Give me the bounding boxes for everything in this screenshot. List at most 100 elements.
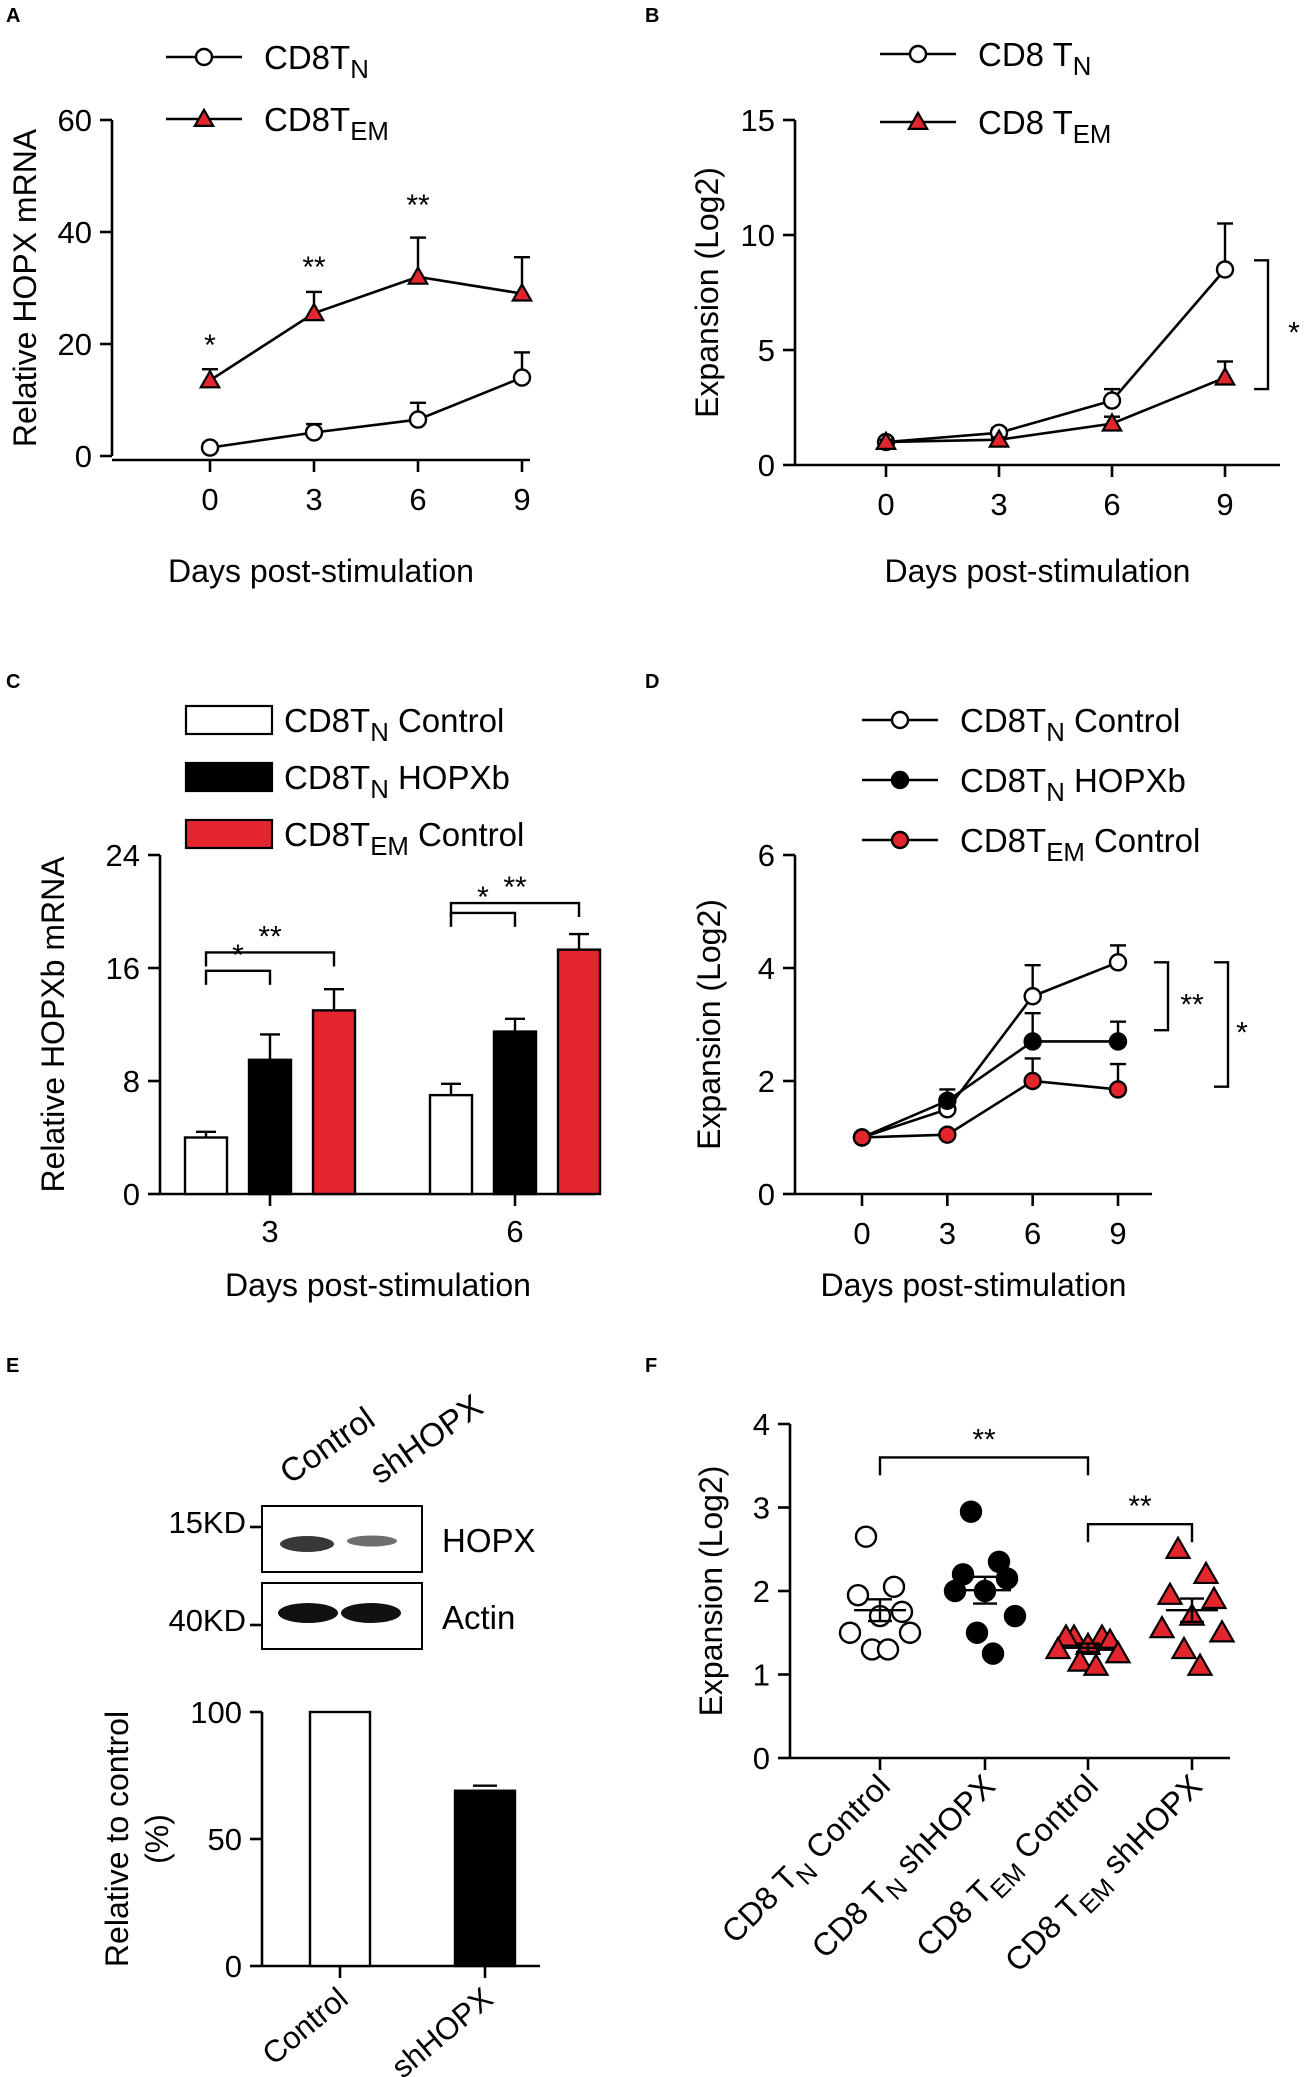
legend-label-1: CD8TN HOPXb (960, 762, 1186, 807)
x-tick-label-3-main: CD8 T (998, 1888, 1088, 1978)
blot-protein-hopx: HOPX (442, 1522, 536, 1559)
legend-label-2-sub: EM (1046, 839, 1085, 867)
legend-label-1-sub: EM (350, 118, 389, 146)
y-tick-label: 2 (753, 1574, 770, 1609)
data-point (854, 1525, 878, 1548)
series-line-1 (861, 1040, 1118, 1139)
y-tick-label: 40 (58, 215, 92, 250)
x-tick-label: 6 (506, 1214, 523, 1249)
bar (556, 948, 602, 1196)
legend-label-2: CD8TEM Control (284, 816, 524, 861)
panel-label-a: A (6, 5, 20, 27)
data-point (512, 368, 532, 387)
data-point (1023, 987, 1042, 1006)
x-tick-label-0-main: CD8 T (715, 1859, 805, 1949)
panel-label-c: C (6, 671, 20, 693)
y-tick-label: 1 (753, 1658, 770, 1693)
data-point (838, 1621, 862, 1644)
legend-label-0-sub: N (1046, 719, 1065, 747)
x-tick-label-1-main: CD8 T (804, 1875, 894, 1965)
y-axis-label: Relative HOPXb mRNA (35, 856, 71, 1193)
significance-bracket (204, 951, 336, 967)
x-tick-label: 0 (853, 1216, 870, 1251)
y-tick-label: 0 (758, 448, 775, 483)
y-tick-label: 0 (758, 1177, 775, 1212)
series-line-2 (861, 1079, 1119, 1139)
y-tick-label: 0 (225, 1949, 242, 1984)
legend-label-0: CD8 TN (978, 36, 1091, 81)
bar (308, 1710, 372, 1968)
x-tick-label-0: CD8 TN Control (715, 1767, 903, 1955)
legend-label-1-main: CD8T (960, 762, 1046, 799)
legend-label-1-main: CD8T (284, 759, 370, 796)
legend-label-0-main: CD8T (284, 702, 370, 739)
y-axis-label: Relative to control (99, 1711, 135, 1967)
y-axis-label-unit: (%) (139, 1814, 175, 1864)
legend-label-1-sub: EM (1073, 121, 1112, 149)
legend-label-1-sub: N (1046, 779, 1065, 807)
data-point (876, 1638, 900, 1661)
blot-marker-15kd: 15KD (168, 1505, 246, 1540)
legend-swatch-0 (184, 704, 274, 736)
x-tick-label-2-main: CD8 T (909, 1873, 999, 1963)
x-tick-label-2-rest: Control (1000, 1767, 1105, 1872)
y-tick-label: 4 (753, 1407, 770, 1442)
legend-label-0-rest: Control (1065, 702, 1181, 739)
x-tick-label: 9 (1216, 487, 1233, 522)
x-tick-label: 3 (939, 1216, 956, 1251)
legend-label-1: CD8 TEM (978, 104, 1111, 149)
legend-label-2-sub: EM (370, 833, 409, 861)
blot-lane-label-control: Control (273, 1399, 381, 1490)
data-point (938, 1091, 957, 1110)
data-point (302, 301, 326, 322)
data-point (981, 1642, 1005, 1665)
x-tick-label: 0 (877, 487, 894, 522)
significance-bracket (1086, 1522, 1194, 1543)
data-point (995, 1567, 1019, 1590)
x-tick-label: 6 (1103, 487, 1120, 522)
legend-label-1-sub: N (370, 776, 389, 804)
legend-label-2-main: CD8T (960, 822, 1046, 859)
significance-marker: * (1236, 1017, 1248, 1050)
x-tick-label: Control (255, 1981, 354, 2072)
panel-b-expansion-chart: 0 5 10 15 0 3 6 9 Days post-stimulation Expansion… (689, 36, 1300, 589)
significance-marker: * (1288, 317, 1300, 350)
bar (311, 1009, 357, 1196)
significance-marker: ** (503, 871, 527, 904)
significance-bracket (204, 969, 272, 985)
legend-label-2-main: CD8T (284, 816, 370, 853)
y-tick-label: 4 (758, 951, 775, 986)
legend-swatch-1 (184, 761, 274, 793)
y-tick-label: 0 (753, 1741, 770, 1776)
data-point (198, 368, 222, 389)
data-point (898, 1621, 922, 1644)
x-axis-label: Days post-stimulation (821, 1267, 1127, 1303)
data-point (1082, 1652, 1110, 1676)
data-point (959, 1500, 983, 1523)
y-tick-label: 2 (758, 1064, 775, 1099)
legend-swatch-2 (184, 818, 274, 850)
data-point (882, 1575, 906, 1599)
x-tick-label: 6 (1024, 1216, 1041, 1251)
x-axis-label: Days post-stimulation (168, 553, 474, 589)
significance-marker: ** (302, 251, 326, 284)
panel-a-hopx-mrna-chart: 0 20 40 60 0 3 6 9 Days post-stimulation Relative… (7, 39, 534, 589)
legend-label-1: CD8TEM (264, 101, 389, 146)
bar (428, 1093, 474, 1196)
x-axis-label: Days post-stimulation (885, 553, 1191, 589)
x-tick-label-1: CD8 TN shHOPX (804, 1767, 1007, 1970)
legend-label-0-sub: N (1073, 53, 1092, 81)
data-point (1104, 1639, 1132, 1664)
y-tick-label: 20 (58, 327, 92, 362)
legend-label-2-rest: Control (409, 816, 525, 853)
blot-protein-actin: Actin (442, 1599, 515, 1636)
x-tick-label: shHOPX (385, 1980, 500, 2077)
data-point (852, 1128, 872, 1147)
y-axis-label: Relative HOPX mRNA (7, 128, 43, 447)
x-tick-label: 9 (1109, 1216, 1126, 1251)
y-tick-label: 24 (106, 838, 140, 873)
x-axis-label: Days post-stimulation (225, 1267, 531, 1303)
x-tick-label: 6 (409, 482, 426, 517)
